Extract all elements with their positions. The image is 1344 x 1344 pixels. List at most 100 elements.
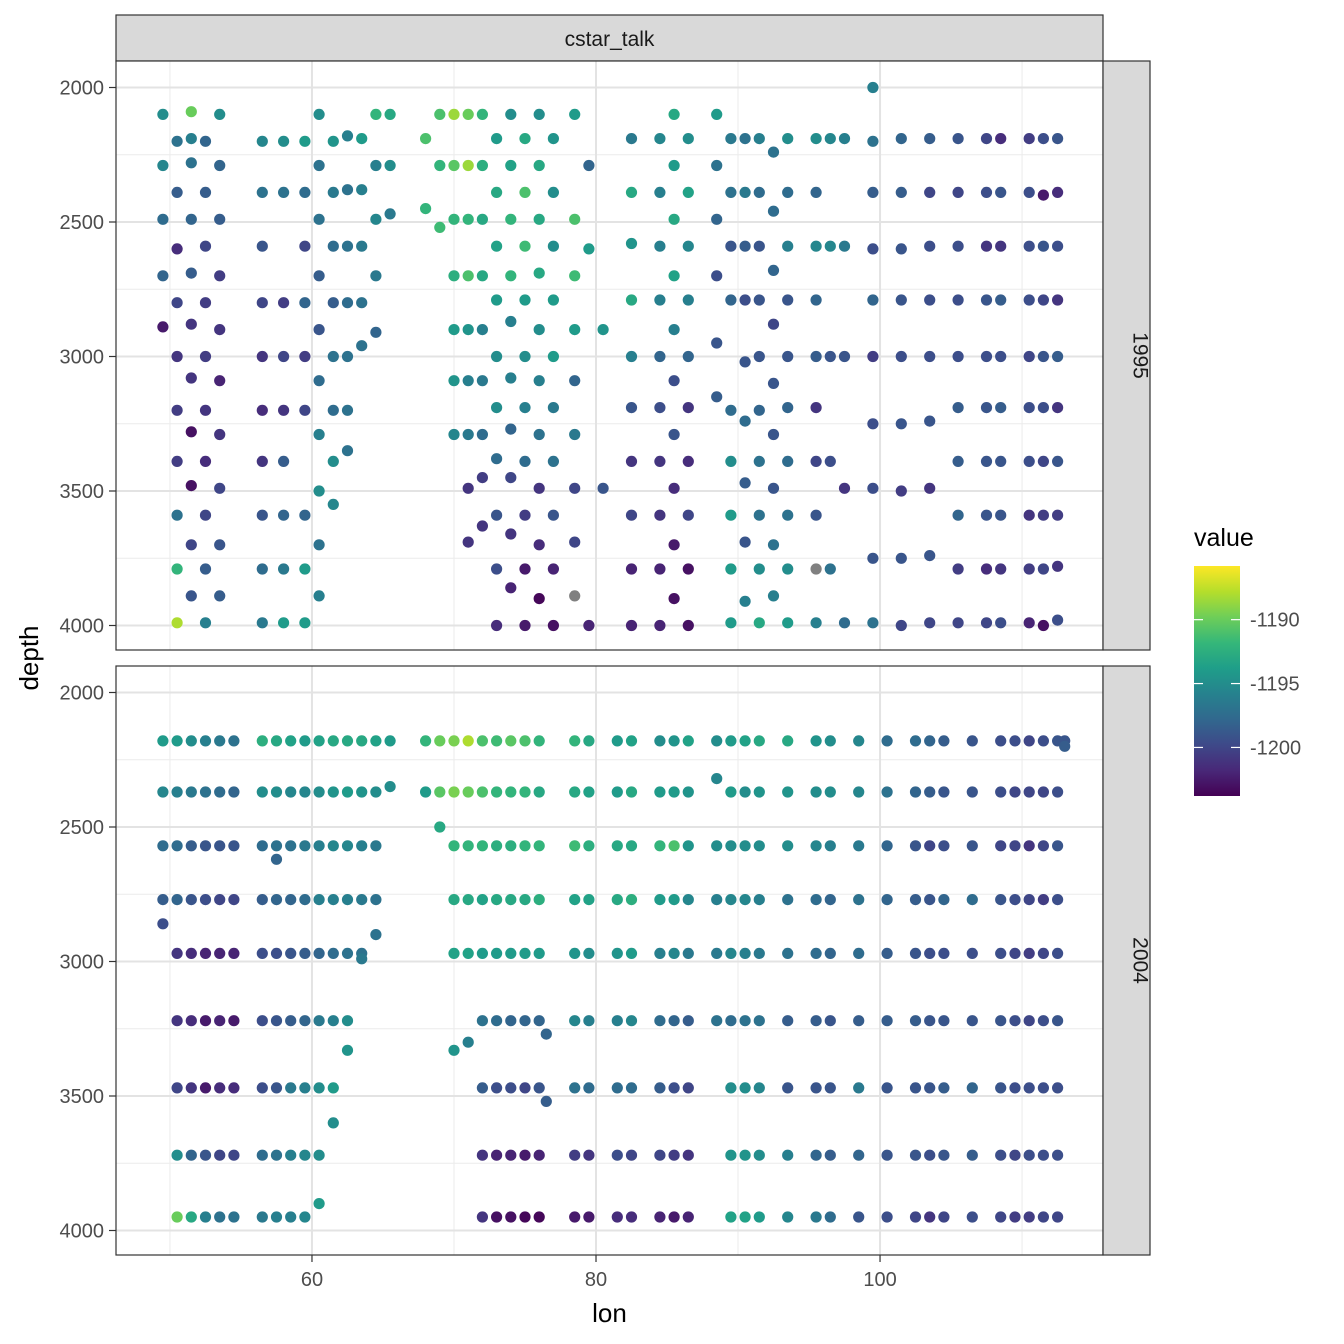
- data-point: [341, 184, 354, 196]
- data-point: [171, 243, 183, 255]
- data-point: [625, 350, 638, 363]
- facet-label-1995: 1995: [1129, 332, 1152, 379]
- y-tick-label: 3500: [60, 1086, 105, 1108]
- data-point: [668, 840, 680, 852]
- data-point: [739, 1149, 751, 1161]
- data-point: [171, 617, 183, 629]
- data-point: [668, 482, 680, 494]
- data-point: [782, 1149, 794, 1161]
- data-point: [327, 498, 339, 510]
- data-point: [327, 1015, 339, 1027]
- data-point: [668, 894, 680, 906]
- data-point: [199, 240, 212, 252]
- data-point: [625, 619, 638, 632]
- data-point: [924, 1211, 936, 1223]
- data-point: [938, 1082, 950, 1094]
- data-point: [682, 133, 694, 145]
- data-point: [1037, 947, 1049, 960]
- data-point: [995, 1082, 1007, 1094]
- data-point: [569, 108, 581, 120]
- legend-ticks: -1190 -1195 -1200: [1194, 610, 1301, 759]
- data-point: [569, 1082, 581, 1094]
- data-point: [1037, 294, 1049, 306]
- data-point: [725, 1211, 737, 1223]
- data-point: [519, 133, 531, 145]
- data-point: [739, 947, 751, 960]
- data-point: [228, 1082, 240, 1094]
- data-point: [299, 786, 311, 798]
- data-point: [895, 186, 907, 198]
- data-point: [739, 1211, 751, 1223]
- data-point: [725, 509, 737, 521]
- data-point: [810, 617, 822, 629]
- data-point: [739, 294, 751, 306]
- data-point: [185, 1015, 197, 1027]
- data-point: [185, 947, 197, 960]
- data-point: [285, 1149, 297, 1161]
- data-point: [214, 482, 226, 494]
- data-point: [966, 947, 978, 960]
- data-point: [611, 1015, 623, 1027]
- data-point: [341, 786, 354, 798]
- data-point: [625, 294, 638, 306]
- data-point: [285, 840, 297, 852]
- data-point: [725, 186, 737, 198]
- data-point: [341, 840, 354, 852]
- data-point: [753, 294, 765, 306]
- y-axis-ticks: 2000 2500 3000 3500 4000: [60, 683, 116, 1243]
- data-point: [313, 428, 325, 441]
- data-point: [505, 1082, 517, 1094]
- data-point: [434, 108, 446, 120]
- data-point: [185, 590, 197, 602]
- data-point: [654, 1015, 666, 1027]
- data-point: [185, 213, 197, 225]
- data-point: [782, 350, 794, 363]
- data-point: [157, 159, 169, 172]
- data-point: [753, 947, 765, 960]
- data-point: [256, 350, 268, 363]
- data-point: [625, 947, 638, 960]
- data-point: [625, 133, 638, 145]
- data-point: [909, 1082, 922, 1094]
- data-point: [924, 617, 936, 629]
- data-point: [462, 375, 474, 387]
- data-point: [228, 1015, 240, 1027]
- data-point: [824, 840, 836, 852]
- data-point: [327, 404, 339, 416]
- data-point: [214, 786, 226, 798]
- data-point: [214, 159, 226, 172]
- data-point: [505, 1211, 517, 1223]
- data-point: [505, 372, 517, 384]
- data-point: [256, 1082, 268, 1094]
- data-point: [995, 294, 1007, 306]
- data-point: [952, 350, 964, 363]
- data-point: [185, 157, 197, 169]
- data-point: [171, 1015, 183, 1027]
- facet-label-2004: 2004: [1129, 937, 1152, 984]
- data-point: [654, 186, 666, 198]
- data-point: [256, 404, 268, 416]
- data-point: [881, 1211, 893, 1223]
- data-point: [278, 297, 290, 309]
- data-point: [313, 108, 325, 120]
- data-point: [547, 619, 560, 632]
- data-point: [1023, 1211, 1035, 1223]
- data-point: [995, 186, 1007, 198]
- data-point: [157, 894, 169, 906]
- data-point: [476, 947, 488, 960]
- data-point: [384, 208, 396, 220]
- data-point: [533, 1211, 545, 1223]
- data-point: [356, 786, 368, 798]
- data-point: [1037, 619, 1049, 632]
- data-point: [711, 1015, 723, 1027]
- data-point: [995, 240, 1007, 252]
- data-point: [995, 563, 1007, 575]
- data-point: [1037, 786, 1049, 798]
- data-point: [476, 428, 488, 441]
- data-point: [654, 840, 666, 852]
- data-point: [853, 947, 865, 960]
- data-point: [952, 563, 964, 575]
- data-point: [157, 786, 169, 798]
- data-point: [370, 929, 382, 941]
- data-point: [519, 894, 531, 906]
